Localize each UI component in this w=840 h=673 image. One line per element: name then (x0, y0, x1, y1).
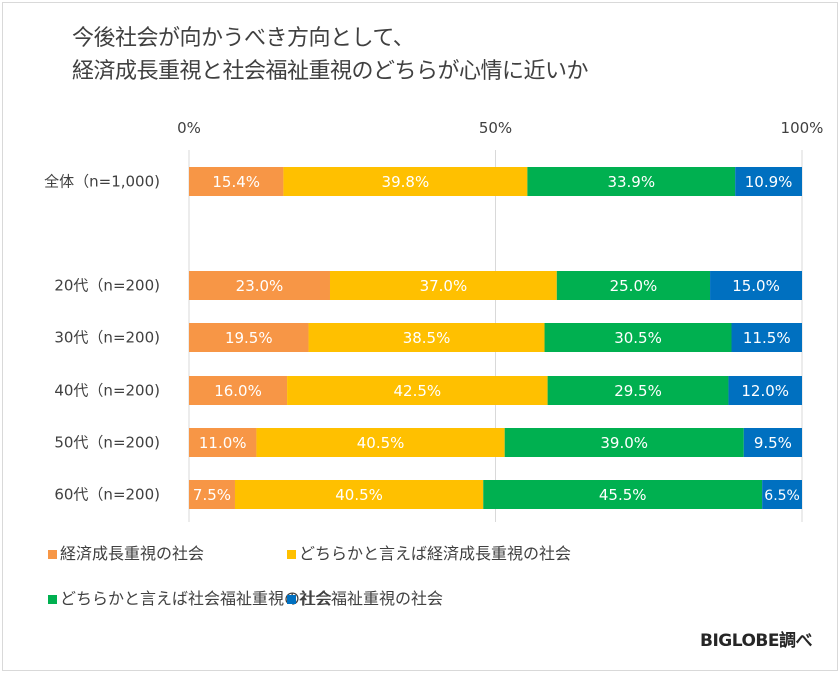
data-label: 40.5% (335, 486, 383, 504)
y-category-label: 全体（n=1,000) (44, 173, 160, 191)
data-label: 15.4% (212, 173, 260, 191)
legend-swatch-lean-economy (287, 549, 296, 559)
data-label: 15.0% (732, 277, 780, 295)
legend-label-economy: 経済成長重視の社会 (60, 544, 205, 563)
data-label: 45.5% (599, 486, 647, 504)
data-label: 19.5% (225, 329, 273, 347)
bar-segment (283, 167, 528, 196)
data-label: 12.0% (741, 382, 789, 400)
y-category-label: 40代（n=200) (54, 382, 160, 400)
bar-segment (728, 376, 802, 405)
legend-item-lean-welfare: どちらかと言えば社会福祉重視の社会 (48, 585, 332, 609)
x-tick-label: 0% (177, 119, 201, 137)
y-category-label: 30代（n=200) (54, 329, 160, 347)
bar-segment (710, 271, 802, 300)
chart-title-line-2: 経済成長重視と社会福祉重視のどちらが心情に近いか (72, 59, 589, 84)
data-label: 25.0% (610, 277, 658, 295)
legend-item-lean-economy: どちらかと言えば経済成長重視の社会 (287, 540, 571, 564)
legend-label-welfare: 社会福祉重視の社会 (299, 589, 444, 608)
data-label: 38.5% (403, 329, 451, 347)
data-label: 9.5% (754, 434, 792, 452)
bar-segment (189, 376, 288, 405)
data-label: 39.0% (600, 434, 648, 452)
data-label: 16.0% (214, 382, 262, 400)
data-label: 11.0% (199, 434, 247, 452)
bar-segment (544, 323, 732, 352)
legend-swatch-lean-welfare (48, 594, 57, 604)
data-label: 10.9% (745, 173, 793, 191)
bar-segment (189, 428, 257, 457)
bar-segment (234, 480, 484, 509)
x-tick-label: 50% (479, 119, 512, 137)
bar-segment (547, 376, 729, 405)
legend-item-economy: 経済成長重視の社会 (48, 540, 204, 564)
data-label: 39.8% (382, 173, 430, 191)
data-label: 42.5% (394, 382, 442, 400)
bar-segment (762, 480, 802, 509)
chart-title: 今後社会が向かうべき方向として、 経済成長重視と社会福祉重視のどちらが心情に近い… (72, 22, 589, 88)
bar-segment (731, 323, 802, 352)
y-category-label: 60代（n=200) (54, 486, 160, 504)
legend-label-lean-economy: どちらかと言えば経済成長重視の社会 (299, 544, 572, 563)
source-note: BIGLOBE調べ (700, 631, 813, 651)
x-tick-label: 100% (781, 119, 824, 137)
bar-segment (189, 480, 235, 509)
data-label: 30.5% (614, 329, 662, 347)
legend-label-lean-welfare: どちらかと言えば社会福祉重視の社会 (60, 589, 333, 608)
y-category-label: 50代（n=200) (54, 434, 160, 452)
data-label: 40.5% (357, 434, 405, 452)
bar-segment (735, 167, 802, 196)
data-label: 23.0% (236, 277, 284, 295)
bar-segment (308, 323, 545, 352)
bar-segment (287, 376, 548, 405)
data-label: 29.5% (614, 382, 662, 400)
bar-segment (743, 428, 802, 457)
bar-segment (189, 167, 284, 196)
data-label: 37.0% (420, 277, 468, 295)
data-label: 7.5% (193, 486, 231, 504)
y-category-label: 20代（n=200) (54, 277, 160, 295)
bar-segment (483, 480, 763, 509)
bar-segment (556, 271, 711, 300)
chart-title-line-1: 今後社会が向かうべき方向として、 (72, 26, 415, 51)
legend-swatch-welfare (287, 594, 296, 604)
bar-segment (504, 428, 744, 457)
legend-swatch-economy (48, 549, 57, 559)
bar-segment (256, 428, 505, 457)
bar-segment (329, 271, 557, 300)
bar-segment (189, 271, 330, 300)
bar-segment (189, 323, 309, 352)
data-label: 11.5% (743, 329, 791, 347)
legend-item-welfare: 社会福祉重視の社会 (287, 585, 443, 609)
data-label: 6.5% (764, 488, 800, 504)
data-label: 33.9% (607, 173, 655, 191)
bar-segment (527, 167, 736, 196)
